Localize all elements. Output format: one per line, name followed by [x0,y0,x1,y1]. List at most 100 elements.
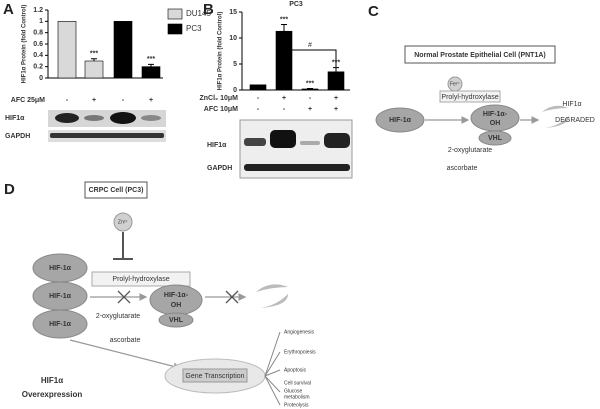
enzyme-box [91,271,191,287]
y-tick-label: 0.8 [33,30,43,37]
protein-label: HIF-1α [49,321,72,328]
title-box [84,181,148,199]
y-tick-label: 1.2 [33,7,43,14]
blot-band [270,130,296,148]
block [225,290,239,304]
bar [57,21,77,79]
y-tick-label: 15 [229,9,237,16]
transcription: Gene Transcription [185,373,244,380]
blot-band [141,115,161,121]
treatment-level: - [309,95,312,102]
y-axis-label: HIF1α Protein (fold Control) [22,5,28,84]
reagent: 2-oxyglutarate [96,313,140,320]
protein [158,312,194,328]
panel-label: D [4,181,15,198]
y-tick-label: 10 [229,35,237,42]
arrow [69,339,182,371]
protein [478,130,512,146]
inhibitor [113,212,133,232]
effect: metabolism [284,394,310,400]
protein-label: OH [171,302,182,309]
y-tick-label: 0.2 [33,64,43,71]
legend-swatch [167,8,183,20]
bracket-label: # [308,42,312,49]
effect: Erythropoiesis [284,349,316,355]
blot [48,110,166,127]
title-box [404,45,556,64]
block [117,290,131,304]
protein-label: HIF-1α [389,117,412,124]
y-tick-label: 1 [39,18,43,25]
bar [113,21,133,79]
error-bar [307,87,313,89]
bar [275,30,293,91]
bar [327,71,345,91]
blot-band [300,141,320,145]
diagram-title: Normal Prostate Epithelial Cell (PNT1A) [414,52,545,59]
y-tick-label: 5 [233,61,237,68]
treatment-level: + [149,97,153,104]
effect: Glucose [284,388,303,394]
legend-label: DU145 [186,9,211,18]
protein-label: VHL [169,317,184,324]
panel-label: A [3,1,14,18]
blot-band [324,133,350,148]
y-tick-label: 0 [233,87,237,94]
protein-label: HIF-1α- [164,292,189,299]
outcome: Overexpression [22,390,83,399]
transcription-box [182,368,248,383]
chart-title: PC3 [289,1,303,8]
protein-label: HIF-1α [49,265,72,272]
treatment-level: - [283,106,286,113]
blot-band [84,115,104,121]
treatment-level: - [257,106,260,113]
enzyme: Prolyl-hydroxylase [441,94,498,101]
blot-label: GAPDH [207,165,232,172]
protein-label: HIF-1α- [483,111,508,118]
treatment-label: ZnCl₂ 10μM [199,95,238,102]
treatment-level: + [334,106,338,113]
result: HIF1α [562,101,581,108]
bar [141,66,161,79]
effect: Cell survival [284,380,311,386]
result: DEGRADED [555,117,595,124]
significance: *** [147,56,155,63]
effect: Angiogenesis [284,329,315,335]
y-tick-label: 0.4 [33,52,43,59]
protein-label: HIF-1α [49,293,72,300]
treatment-level: - [257,95,260,102]
y-tick-label: 0.6 [33,41,43,48]
diagram-title: CRPC Cell (PC3) [89,187,144,194]
error-bar [281,23,287,32]
reagent: ascorbate [447,165,478,172]
enzyme-box [439,90,501,103]
effect: Proteolysis [284,402,309,408]
enzyme: Prolyl-hydroxylase [112,276,169,283]
cofactor-label: Fe²⁺ [450,81,461,87]
y-tick-label: 0 [39,75,43,82]
bar [249,84,267,91]
protein [470,104,520,132]
significance: *** [306,80,314,87]
bracket [283,49,337,70]
y-axis-label: HIF1α Protein (fold Control) [218,12,224,91]
panel-label: B [203,1,214,18]
error-bar [148,63,154,67]
effect: Apoptosis [284,367,306,373]
panel-label: C [368,3,379,20]
protein [375,107,425,133]
protein-label: VHL [488,135,503,142]
treatment-level: + [92,97,96,104]
protein [32,309,88,339]
error-bar [91,58,97,61]
significance: *** [280,16,288,23]
blot-label: HIF1α [5,115,25,122]
reagent: ascorbate [110,337,141,344]
protein-label: OH [490,120,501,127]
blot-band [244,164,350,171]
blot-label: HIF1α [207,142,227,149]
legend-swatch [167,23,183,35]
blot-band [55,113,79,123]
treatment-level: + [308,106,312,113]
